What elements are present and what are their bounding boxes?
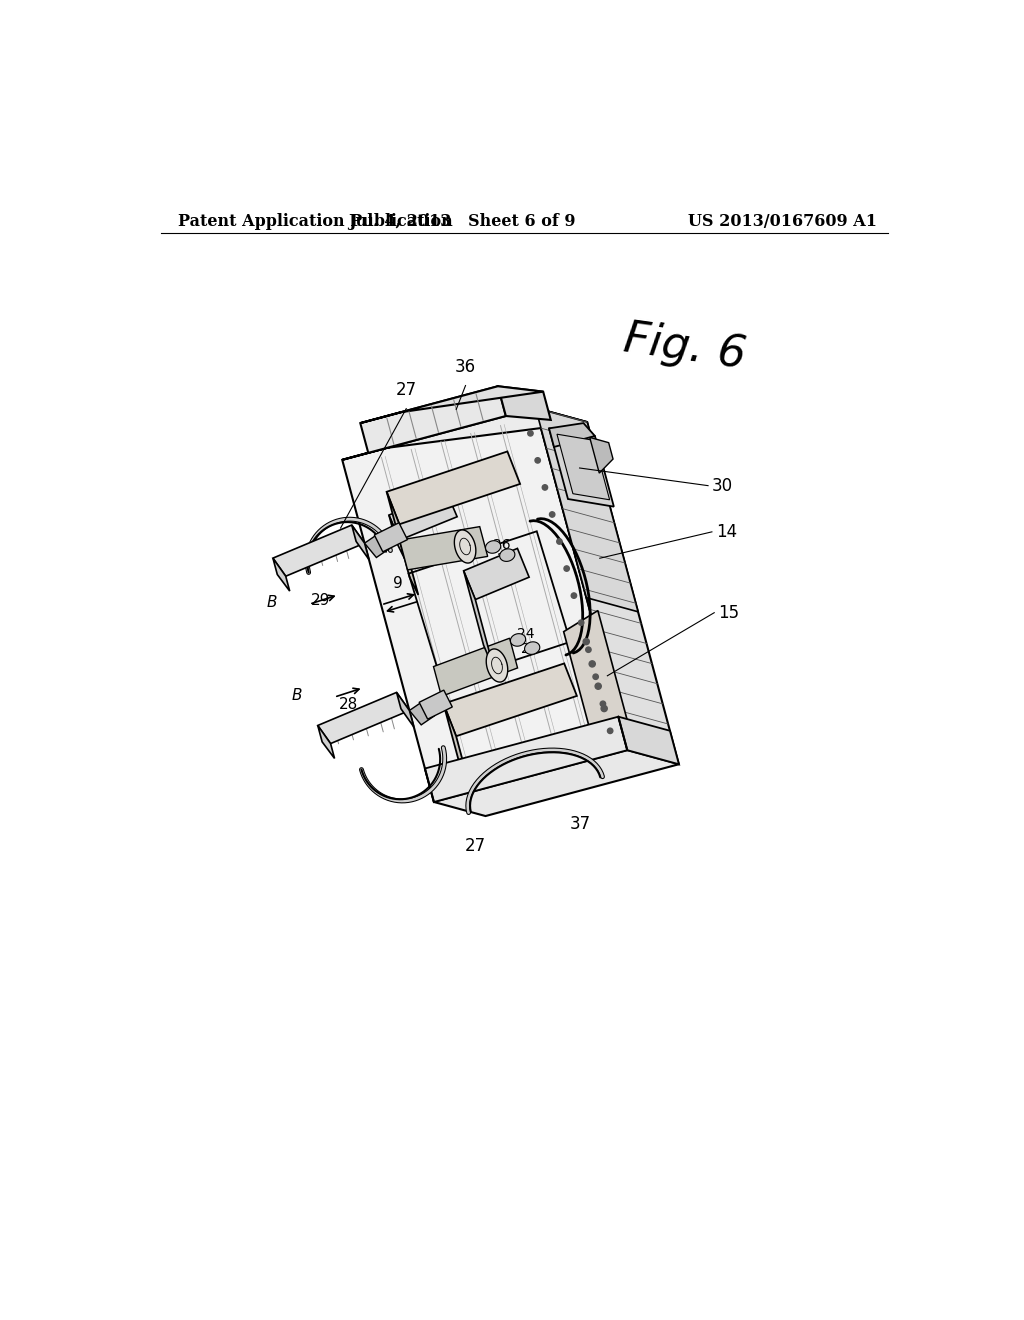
Text: B: B [267, 595, 278, 610]
Polygon shape [443, 664, 577, 737]
Circle shape [550, 512, 555, 517]
Polygon shape [557, 434, 609, 500]
Polygon shape [365, 535, 390, 557]
Polygon shape [389, 492, 457, 540]
Polygon shape [410, 701, 435, 725]
Text: 15: 15 [718, 603, 739, 622]
Circle shape [535, 458, 541, 463]
Text: 27: 27 [465, 837, 485, 855]
Circle shape [564, 566, 569, 572]
Polygon shape [342, 408, 587, 459]
Circle shape [543, 484, 548, 490]
Polygon shape [563, 611, 629, 747]
Polygon shape [549, 424, 595, 447]
Text: 24: 24 [517, 627, 535, 640]
Circle shape [571, 593, 577, 598]
Polygon shape [389, 515, 404, 558]
Polygon shape [433, 638, 517, 697]
Circle shape [607, 729, 612, 734]
Circle shape [600, 701, 605, 706]
Polygon shape [618, 717, 679, 764]
Text: 26: 26 [494, 537, 511, 552]
Circle shape [527, 430, 534, 436]
Polygon shape [360, 387, 543, 424]
Polygon shape [434, 750, 679, 816]
Polygon shape [387, 492, 418, 595]
Polygon shape [396, 693, 414, 727]
Text: 9: 9 [393, 576, 402, 591]
Circle shape [595, 684, 601, 689]
Polygon shape [399, 527, 487, 570]
Polygon shape [590, 437, 613, 473]
Polygon shape [549, 429, 613, 507]
Text: 28: 28 [339, 697, 358, 713]
Text: US 2013/0167609 A1: US 2013/0167609 A1 [688, 213, 878, 230]
Polygon shape [498, 387, 551, 420]
Polygon shape [486, 649, 508, 682]
Text: Jul. 4, 2013   Sheet 6 of 9: Jul. 4, 2013 Sheet 6 of 9 [348, 213, 575, 230]
Circle shape [579, 620, 584, 626]
Polygon shape [500, 549, 515, 561]
Polygon shape [536, 408, 679, 764]
Text: 36: 36 [455, 358, 476, 376]
Polygon shape [464, 548, 529, 599]
Text: 23: 23 [521, 642, 539, 656]
Text: B: B [292, 688, 302, 702]
Polygon shape [360, 387, 506, 453]
Text: 30: 30 [712, 477, 733, 495]
Polygon shape [387, 451, 520, 524]
Circle shape [586, 647, 591, 652]
Text: 29: 29 [311, 593, 331, 609]
Polygon shape [351, 525, 369, 560]
Polygon shape [342, 408, 628, 803]
Polygon shape [443, 704, 467, 777]
Text: Patent Application Publication: Patent Application Publication [178, 213, 453, 230]
Text: 25: 25 [498, 553, 515, 566]
Circle shape [557, 539, 562, 544]
Text: 27: 27 [395, 381, 417, 400]
Text: 14: 14 [716, 523, 737, 541]
Polygon shape [485, 541, 501, 553]
Circle shape [589, 661, 595, 667]
Polygon shape [273, 525, 365, 577]
Polygon shape [419, 690, 453, 719]
Polygon shape [375, 523, 408, 552]
Polygon shape [455, 529, 476, 564]
Polygon shape [425, 717, 628, 803]
Polygon shape [536, 408, 638, 611]
Polygon shape [524, 642, 540, 655]
Polygon shape [317, 693, 410, 743]
Text: Fig. 6: Fig. 6 [622, 317, 749, 378]
Polygon shape [510, 634, 525, 647]
Circle shape [601, 705, 607, 711]
Polygon shape [317, 726, 335, 759]
Circle shape [593, 675, 598, 680]
Circle shape [583, 639, 590, 644]
Polygon shape [464, 570, 495, 671]
Text: 37: 37 [570, 814, 591, 833]
Polygon shape [273, 558, 290, 591]
